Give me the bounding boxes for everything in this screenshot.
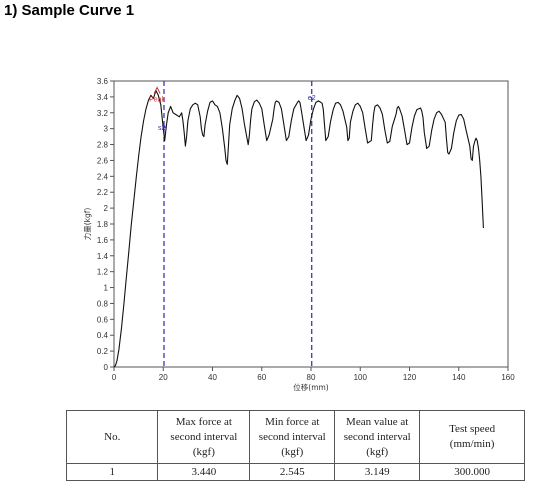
column-header-line: Test speed: [449, 423, 496, 435]
column-header: Mean value at second interval (kgf): [334, 410, 421, 464]
x-tick-label: 40: [208, 373, 217, 382]
y-axis: 0 0.2 0.4 0.6 0.8 1 1.2 1.4 1.6 1.8 2 2.2 2.4 2.6 2.8 3…: [97, 77, 114, 372]
column-header-line: (kgf): [366, 445, 389, 458]
column-header: Test speed (mm/min): [419, 410, 525, 464]
y-axis-label: 力量(kgf): [82, 208, 92, 241]
table-header-row: No. Max force at second interval (kgf) Min f…: [65, 410, 525, 464]
table-cell: 1: [65, 463, 159, 481]
column-header-line: second interval: [258, 430, 326, 443]
results-table: No. Max force at second interval (kgf) Min f…: [65, 410, 525, 481]
column-header-line: Mean value at: [346, 415, 409, 428]
interval-line-label: e2: [308, 95, 316, 102]
point-marker-label: s2: [158, 125, 166, 132]
y-tick-label: 2.8: [97, 141, 109, 150]
y-tick-label: 0.4: [97, 331, 109, 340]
column-header-line: Max force at: [175, 415, 232, 428]
table-cell: 2.545: [249, 463, 336, 481]
series-group: [113, 89, 484, 368]
table-row: 1 3.440 2.545 3.149 300.000: [65, 463, 525, 481]
peak-marker-label: Peak: [149, 97, 165, 104]
x-axis: 0 20 40 60 80 100 120 140 160: [112, 367, 515, 382]
column-header-line: No.: [104, 430, 121, 443]
column-header-line: second interval: [343, 430, 411, 443]
peak-marker: [153, 86, 161, 94]
x-tick-label: 100: [354, 373, 368, 382]
y-tick-label: 3: [104, 125, 109, 134]
y-tick-label: 3.6: [97, 77, 109, 86]
y-tick-label: 2.6: [97, 156, 109, 165]
column-header-line: (kgf): [192, 445, 215, 458]
column-header: No.: [65, 410, 159, 464]
column-header: Min force at second interval (kgf): [249, 410, 336, 464]
x-tick-label: 20: [159, 373, 168, 382]
interval-lines: e2: [163, 81, 316, 367]
point-marker: [162, 125, 166, 129]
x-tick-label: 0: [112, 373, 117, 382]
force-displacement-chart: 0 0.2 0.4 0.6 0.8 1 1.2 1.4 1.6 1.8 2 2.2 2.4 2.6 2.8 3…: [82, 77, 515, 392]
y-tick-label: 3.4: [97, 93, 109, 102]
section-heading: 1) Sample Curve 1: [4, 2, 135, 19]
marker-group: Peak s2: [149, 86, 166, 132]
table-cell: 3.440: [157, 463, 251, 481]
y-tick-label: 3.2: [97, 109, 109, 118]
y-tick-label: 1: [104, 284, 109, 293]
table-cell: 300.000: [419, 463, 525, 481]
y-tick-label: 2.4: [97, 172, 109, 181]
y-tick-label: 1.4: [97, 252, 109, 261]
plot-border: [113, 80, 509, 368]
y-tick-label: 0: [104, 363, 109, 372]
column-header: Max force at second interval (kgf): [157, 410, 251, 464]
x-tick-label: 120: [403, 373, 417, 382]
column-header-line: (kgf): [281, 445, 304, 458]
y-tick-label: 0.2: [97, 347, 109, 356]
y-tick-label: 1.2: [97, 268, 109, 277]
column-header-line: second interval: [170, 430, 238, 443]
y-tick-label: 2: [104, 204, 109, 213]
y-tick-label: 1.6: [97, 236, 109, 245]
x-tick-label: 60: [257, 373, 266, 382]
x-tick-label: 160: [501, 373, 515, 382]
series-line: [113, 89, 484, 368]
column-header-line: (mm/min): [449, 438, 495, 450]
plot-frame: [113, 80, 509, 368]
y-tick-label: 0.8: [97, 299, 109, 308]
y-tick-label: 0.6: [97, 315, 109, 324]
table-cell: 3.149: [334, 463, 421, 481]
y-tick-label: 1.8: [97, 220, 109, 229]
y-tick-label: 2.2: [97, 188, 109, 197]
x-axis-label: 位移(mm): [293, 382, 329, 392]
x-tick-label: 140: [452, 373, 466, 382]
column-header-line: Min force at: [265, 415, 320, 428]
x-tick-label: 80: [307, 373, 316, 382]
